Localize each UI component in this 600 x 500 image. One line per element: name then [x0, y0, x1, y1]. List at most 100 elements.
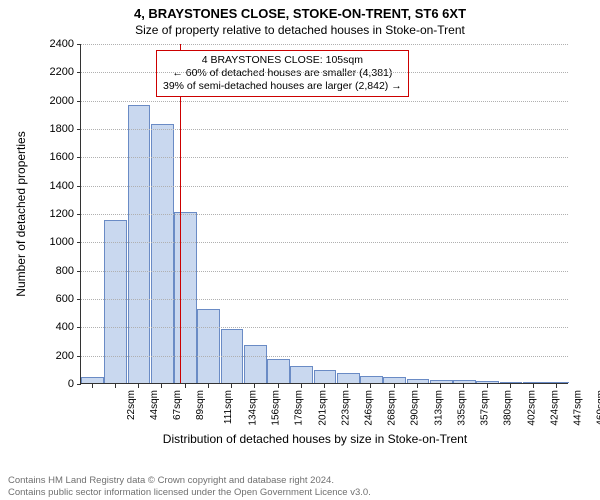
x-tick-mark — [417, 384, 418, 388]
bar — [267, 359, 290, 383]
annotation-box: 4 BRAYSTONES CLOSE: 105sqm← 60% of detac… — [156, 50, 409, 97]
title-block: 4, BRAYSTONES CLOSE, STOKE-ON-TRENT, ST6… — [0, 0, 600, 37]
plot-area: 4 BRAYSTONES CLOSE: 105sqm← 60% of detac… — [80, 44, 568, 384]
x-tick-mark — [510, 384, 511, 388]
annotation-line: 39% of semi-detached houses are larger (… — [163, 80, 402, 93]
bar — [290, 366, 313, 383]
x-tick-label: 447sqm — [573, 390, 584, 426]
main-title: 4, BRAYSTONES CLOSE, STOKE-ON-TRENT, ST6… — [0, 6, 600, 21]
x-tick-label: 89sqm — [195, 390, 206, 420]
y-tick-mark — [77, 299, 81, 300]
x-tick-label: 22sqm — [126, 390, 137, 420]
grid-line — [81, 101, 568, 102]
x-tick-label: 44sqm — [149, 390, 160, 420]
y-tick-mark — [77, 356, 81, 357]
y-tick-mark — [77, 157, 81, 158]
x-tick-label: 178sqm — [294, 390, 305, 426]
bar — [407, 379, 430, 383]
y-tick-mark — [77, 214, 81, 215]
grid-line — [81, 129, 568, 130]
bar — [244, 345, 267, 383]
x-tick-label: 223sqm — [340, 390, 351, 426]
annotation-line: 4 BRAYSTONES CLOSE: 105sqm — [163, 54, 402, 67]
bar — [104, 220, 127, 383]
annotation-line: ← 60% of detached houses are smaller (4,… — [163, 67, 402, 80]
x-tick-label: 134sqm — [247, 390, 258, 426]
bar — [453, 380, 476, 383]
x-tick-mark — [556, 384, 557, 388]
x-tick-label: 335sqm — [457, 390, 468, 426]
x-tick-label: 424sqm — [549, 390, 560, 426]
grid-line — [81, 356, 568, 357]
bar — [314, 370, 337, 383]
y-tick-label: 1800 — [34, 123, 74, 135]
footer-line-2: Contains public sector information licen… — [8, 487, 600, 498]
x-tick-label: 469sqm — [596, 390, 600, 426]
grid-line — [81, 186, 568, 187]
histogram-chart: Number of detached properties 4 BRAYSTON… — [50, 44, 580, 424]
y-tick-label: 2400 — [34, 38, 74, 50]
x-tick-mark — [440, 384, 441, 388]
x-tick-mark — [324, 384, 325, 388]
y-tick-mark — [77, 271, 81, 272]
x-tick-label: 290sqm — [410, 390, 421, 426]
bar — [523, 382, 546, 383]
y-tick-label: 1400 — [34, 180, 74, 192]
x-tick-mark — [208, 384, 209, 388]
y-tick-mark — [77, 242, 81, 243]
grid-line — [81, 327, 568, 328]
grid-line — [81, 271, 568, 272]
y-tick-mark — [77, 186, 81, 187]
x-tick-mark — [231, 384, 232, 388]
y-axis-label: Number of detached properties — [14, 131, 28, 296]
y-tick-mark — [77, 101, 81, 102]
x-tick-mark — [278, 384, 279, 388]
footer-line-1: Contains HM Land Registry data © Crown c… — [8, 475, 600, 486]
y-tick-label: 400 — [34, 321, 74, 333]
x-tick-mark — [161, 384, 162, 388]
grid-line — [81, 72, 568, 73]
bar — [430, 380, 453, 383]
y-tick-label: 1000 — [34, 236, 74, 248]
y-tick-label: 800 — [34, 265, 74, 277]
x-tick-mark — [185, 384, 186, 388]
bar — [360, 376, 383, 383]
grid-line — [81, 299, 568, 300]
x-tick-mark — [533, 384, 534, 388]
y-tick-mark — [77, 72, 81, 73]
grid-line — [81, 44, 568, 45]
x-tick-label: 67sqm — [172, 390, 183, 420]
x-tick-mark — [138, 384, 139, 388]
x-tick-mark — [92, 384, 93, 388]
x-tick-label: 246sqm — [364, 390, 375, 426]
y-tick-mark — [77, 384, 81, 385]
x-tick-label: 156sqm — [271, 390, 282, 426]
grid-line — [81, 242, 568, 243]
x-tick-mark — [463, 384, 464, 388]
bar — [383, 377, 406, 383]
grid-line — [81, 214, 568, 215]
x-tick-mark — [254, 384, 255, 388]
y-tick-label: 200 — [34, 350, 74, 362]
y-tick-label: 0 — [34, 378, 74, 390]
y-tick-mark — [77, 129, 81, 130]
bar — [500, 382, 523, 383]
x-tick-mark — [347, 384, 348, 388]
bar — [337, 373, 360, 383]
y-tick-label: 1600 — [34, 151, 74, 163]
y-tick-mark — [77, 327, 81, 328]
x-axis-label: Distribution of detached houses by size … — [50, 432, 580, 446]
y-tick-label: 1200 — [34, 208, 74, 220]
x-tick-label: 111sqm — [223, 390, 234, 424]
x-tick-mark — [115, 384, 116, 388]
bar — [81, 377, 104, 383]
bar — [128, 105, 151, 383]
footer: Contains HM Land Registry data © Crown c… — [0, 475, 600, 498]
bar — [476, 381, 499, 383]
bar — [197, 309, 220, 383]
y-tick-label: 2000 — [34, 95, 74, 107]
x-tick-label: 357sqm — [480, 390, 491, 426]
sub-title: Size of property relative to detached ho… — [0, 23, 600, 37]
bar — [151, 124, 174, 383]
y-tick-label: 2200 — [34, 66, 74, 78]
